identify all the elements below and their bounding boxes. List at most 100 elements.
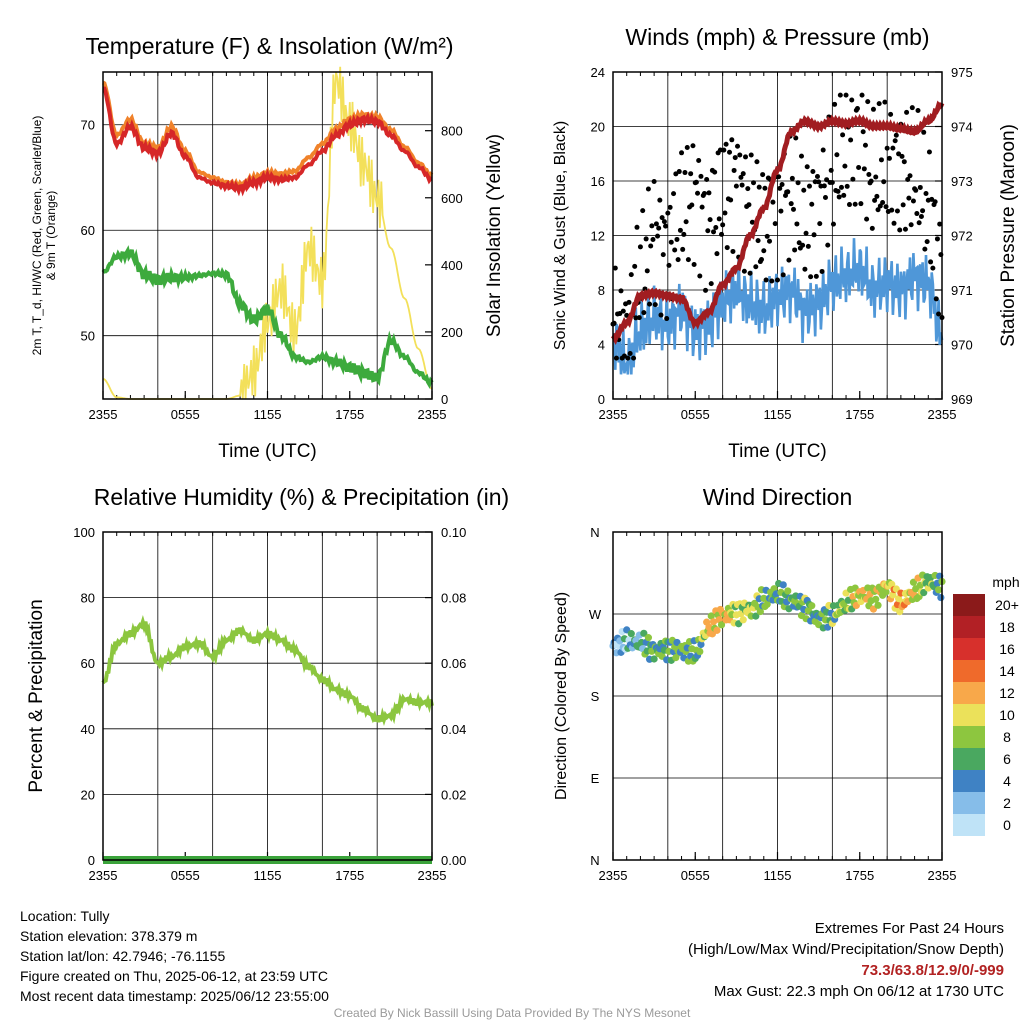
temp-xtick-label: 2355 (89, 407, 118, 422)
wind-y2tick-label: 974 (951, 120, 973, 135)
recent-data-text: Most recent data timestamp: 2025/06/12 2… (20, 988, 329, 1004)
gust-point (632, 263, 638, 269)
gust-point (804, 164, 810, 170)
wind-y2tick-label: 971 (951, 283, 973, 298)
wdir-legend-label: 14 (999, 663, 1015, 679)
gust-point (779, 182, 785, 188)
wdir-point (707, 612, 715, 620)
extremes-title: Extremes For Past 24 Hours (814, 920, 1004, 937)
gust-point (747, 270, 753, 276)
gust-point (888, 111, 894, 117)
gust-point (682, 170, 688, 176)
gust-point (928, 259, 934, 265)
wind-ytick-label: 4 (598, 338, 605, 353)
gust-point (825, 242, 831, 248)
gust-point (869, 225, 875, 231)
gust-point (874, 193, 880, 199)
gust-point (792, 247, 798, 253)
gust-point (934, 236, 940, 242)
sonic-wind-line (611, 238, 944, 375)
wind-xtick-label: 1155 (764, 407, 792, 422)
gust-point (842, 163, 848, 169)
gust-point (856, 164, 862, 170)
gust-point (910, 198, 916, 204)
wind-y2tick-label: 975 (951, 65, 973, 80)
gust-point (648, 243, 654, 249)
gust-point (620, 308, 626, 314)
temp-y2tick-label: 0 (441, 392, 448, 407)
gust-point (837, 92, 843, 98)
gust-point (684, 145, 690, 151)
rh-ytick-label: 60 (81, 656, 95, 671)
gust-point (806, 183, 812, 189)
wind-ytick-label: 0 (598, 392, 605, 407)
gust-point (876, 101, 882, 107)
wind-xtick-label: 1755 (845, 407, 874, 422)
max-gust-text: Max Gust: 22.3 mph On 06/12 at 1730 UTC (713, 983, 1004, 1000)
gust-point (881, 179, 887, 185)
gust-point (862, 142, 868, 148)
gust-point (676, 169, 682, 175)
gust-point (914, 211, 920, 217)
gust-point (923, 190, 929, 196)
gust-point (886, 155, 892, 161)
gust-point (933, 296, 939, 302)
gust-point (685, 257, 691, 263)
temp-xtick-label: 0555 (171, 407, 200, 422)
rh-xtick-label: 2355 (89, 868, 118, 883)
gust-point (743, 154, 749, 160)
gust-point (770, 199, 776, 205)
wind-xtick-label: 0555 (681, 407, 710, 422)
gust-point (681, 231, 687, 237)
gust-point (798, 153, 804, 159)
gust-point (861, 166, 867, 172)
rh-y2tick-label: 0.10 (441, 525, 466, 540)
gust-point (746, 202, 752, 208)
gust-point (860, 129, 866, 135)
wdir-point (784, 587, 792, 595)
gust-point (802, 266, 808, 272)
gust-point (775, 277, 780, 283)
gust-point (737, 152, 743, 158)
gust-point (618, 288, 624, 294)
wdir-ytick-label: N (590, 853, 599, 868)
wind-y2tick-label: 970 (951, 338, 973, 353)
gust-point (663, 223, 669, 229)
wind-ylabel: Sonic Wind & Gust (Blue, Black) (552, 121, 569, 350)
gust-point (652, 302, 658, 308)
gust-point (631, 355, 637, 361)
gust-point (756, 184, 762, 190)
wdir-legend-label: 0 (1003, 817, 1011, 833)
gust-point (841, 192, 847, 198)
wdir-legend-swatch (953, 660, 985, 682)
gust-point (627, 351, 633, 357)
wind-ytick-label: 24 (591, 65, 605, 80)
gust-point (651, 179, 657, 185)
gust-point (890, 145, 896, 151)
gust-point (924, 239, 930, 245)
gust-point (808, 274, 814, 280)
gust-point (907, 173, 913, 179)
gust-point (674, 236, 680, 242)
gust-point (930, 265, 936, 271)
gust-point (852, 201, 858, 207)
gust-point (660, 252, 666, 258)
gust-point (699, 204, 705, 210)
gust-point (731, 167, 737, 173)
gust-point (679, 150, 685, 156)
wdir-point (696, 647, 704, 656)
gust-point (628, 272, 634, 278)
gust-point (846, 202, 852, 208)
wdir-point (779, 581, 787, 589)
created-text: Figure created on Thu, 2025-06-12, at 23… (20, 968, 328, 984)
gust-point (759, 256, 765, 262)
gust-point (800, 242, 806, 248)
gust-point (664, 316, 670, 322)
gust-point (922, 246, 928, 252)
temp-y2tick-label: 600 (441, 191, 463, 206)
gust-point (809, 201, 815, 207)
gust-point (711, 229, 717, 235)
gust-point (626, 299, 632, 305)
rh-xtick-label: 1155 (254, 868, 282, 883)
gust-point (693, 179, 699, 185)
